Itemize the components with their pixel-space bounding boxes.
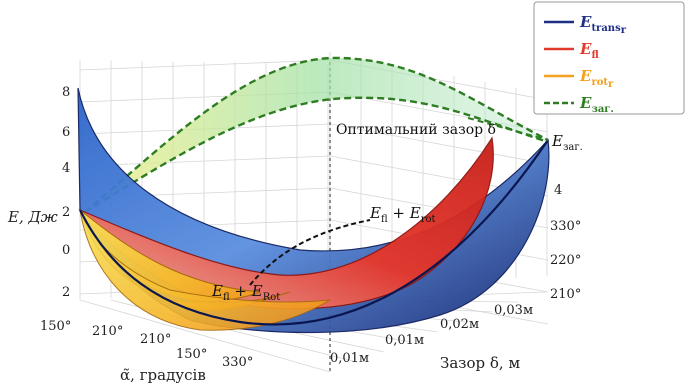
legend-label-e_fl: Efl [579,40,599,61]
gap-tick-label: 0,02м [440,317,479,332]
z-axis-left: 8 6 4 2 0 2 E, Дж [7,85,70,300]
e-total-arch-upper [84,56,549,213]
fl-rot-upper-label: Efl + Erot [369,204,436,225]
e-total-arch-band [85,57,548,212]
grid-line [329,123,549,165]
gap-tick-label: 0,01м [330,351,369,366]
z-tick-label: 6 [62,125,70,140]
e-rot-surface-front [79,209,331,331]
alpha-axis: 150° 210° 210° 150° 330° α̃, градусів [40,319,253,384]
z-axis-title: E, Дж [7,208,58,226]
e-total-tail [467,117,549,141]
legend: Etransr Efl Erotr Eзaг. [533,1,685,115]
grid-line [79,59,331,71]
right-e-total-label: Eзaг. [551,132,583,153]
alpha-axis-title: α̃, градусів [120,366,206,384]
alpha-tick-label: 330° [222,355,253,370]
z-tick-label: 2 [62,205,70,220]
legend-label-e_rot: Erotr [579,67,614,90]
z-tick-label: 0 [62,243,70,258]
z-tick-label: 8 [62,85,70,100]
grid-line [79,155,331,167]
right-tick-label: 210° [550,287,581,302]
legend-label-e_total: Eзaг. [579,94,614,115]
alpha-tick-label: 210° [140,332,171,347]
right-tick-label: 330° [550,219,581,234]
alpha-tick-label: 150° [176,347,207,362]
alpha-tick-label: 150° [40,319,71,334]
right-axis: 4 330° 220° 210° Eзaг. [550,132,583,302]
optimal-gap-label: Оптимальний зазор δ [336,122,496,138]
alpha-tick-label: 210° [92,324,123,339]
grid-line [79,299,331,373]
right-tick-label: 220° [550,253,581,268]
z-tick-label: 4 [62,161,70,176]
e-trans-edge-curve [79,139,549,326]
gap-tick-label: 0,01м [385,333,424,348]
right-tick-label: 4 [554,183,562,198]
gap-axis-title: Зазор δ, м [440,354,520,372]
legend-label-e_trans: Etransr [579,13,627,36]
z-tick-label: 2 [62,285,70,300]
legend-box [533,1,685,115]
fl-rot-lower-label: Efl + ERot [211,282,280,303]
gap-axis: 0,01м 0,01м 0,02м 0,03м Зазор δ, м [330,303,533,372]
gap-tick-label: 0,03м [494,303,533,318]
